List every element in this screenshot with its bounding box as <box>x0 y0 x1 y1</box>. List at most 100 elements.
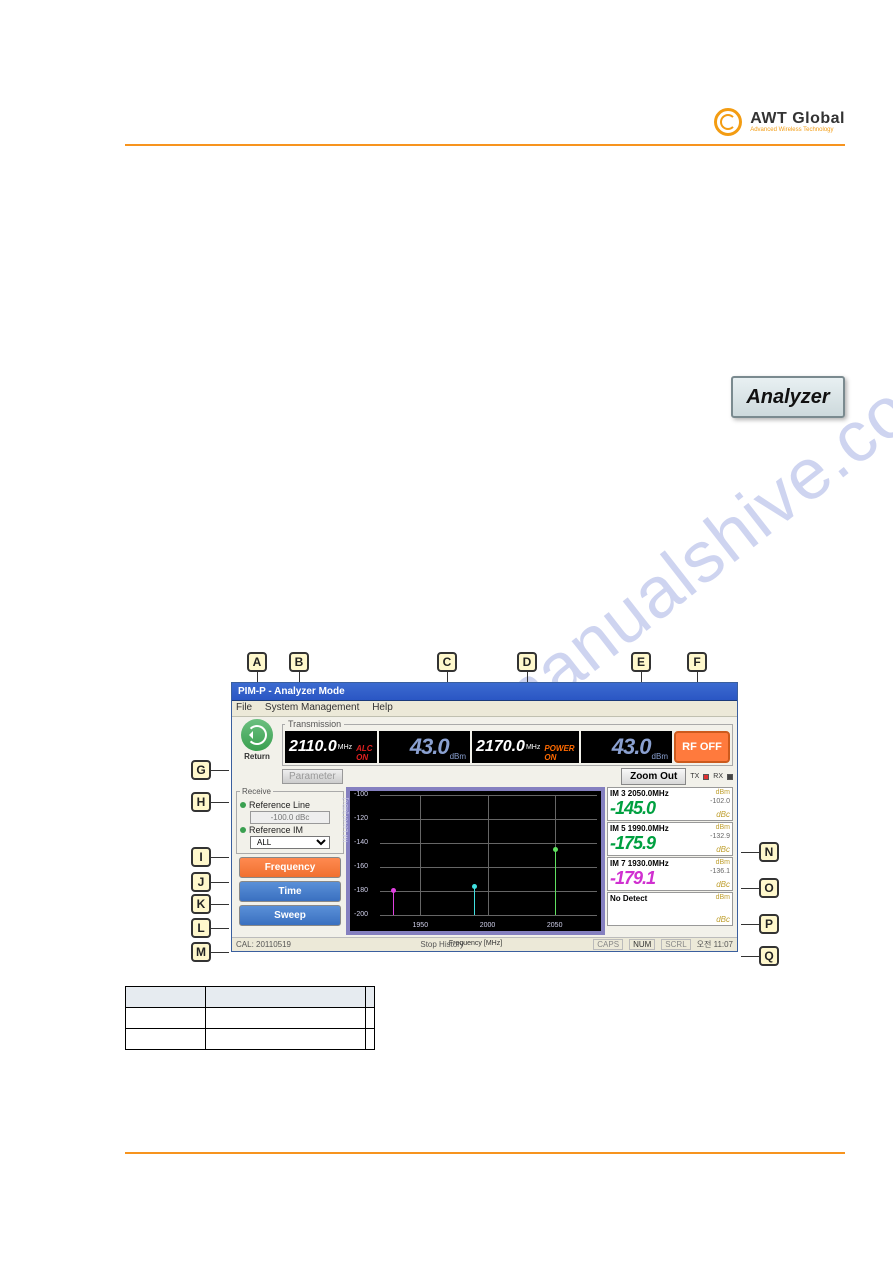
readout-box: IM 7 1930.0MHz-179.1dBm-136.1dBc <box>607 857 733 891</box>
tx1-display: 2110.0 MHz ALC ON <box>285 731 377 763</box>
window-titlebar: PIM-P - Analyzer Mode <box>232 683 737 701</box>
rf-off-button[interactable]: RF OFF <box>674 731 730 763</box>
tx2-freq: 2170.0 <box>476 738 525 756</box>
dbm1-value: 43.0 <box>410 734 449 760</box>
dbm2-unit: dBm <box>652 752 668 763</box>
reference-im-toggle[interactable]: Reference IM <box>240 825 340 835</box>
callout-F: F <box>687 652 707 672</box>
ytick-label: -200 <box>354 911 368 918</box>
callout-E: E <box>631 652 651 672</box>
readout-dbm-unit: dBm <box>716 824 730 831</box>
reference-line-label: Reference Line <box>249 800 310 810</box>
ytick-label: -100 <box>354 791 368 798</box>
callout-G: G <box>191 760 211 780</box>
callout-L: L <box>191 918 211 938</box>
status-scrl: SCRL <box>661 939 690 950</box>
menubar[interactable]: File System Management Help <box>232 701 737 717</box>
callout-O: O <box>759 878 779 898</box>
rf-off-label: RF OFF <box>682 741 722 753</box>
dbm2-display: 43.0 dBm <box>581 731 672 763</box>
return-label: Return <box>236 752 278 761</box>
figure-area: ABCDEF PIM-P - Analyzer Mode File System… <box>181 652 791 952</box>
callout-J: J <box>191 872 211 892</box>
frequency-mode-button[interactable]: Frequency <box>239 857 342 878</box>
callout-D: D <box>517 652 537 672</box>
chart-stem <box>555 849 556 915</box>
readouts-column: IM 3 2050.0MHz-145.0dBm-102.0dBcIM 5 199… <box>607 787 733 935</box>
analyzer-button-label: Analyzer <box>746 386 829 409</box>
chart-stem <box>474 886 475 915</box>
reference-line-value[interactable] <box>250 811 330 824</box>
readout-header: IM 5 1990.0MHz <box>610 824 730 833</box>
status-num: NUM <box>629 939 655 950</box>
footer-rule <box>125 1152 845 1154</box>
tx2-unit: MHz <box>526 744 540 751</box>
readout-dbm-unit: dBm <box>716 789 730 796</box>
reference-im-select[interactable]: ALL <box>250 836 330 849</box>
dbm2-value: 43.0 <box>612 734 651 760</box>
frequency-mode-label: Frequency <box>265 862 316 873</box>
callout-M: M <box>191 942 211 962</box>
header-rule <box>125 144 845 146</box>
dot-icon <box>240 802 246 808</box>
status-cal: CAL: 20110519 <box>236 940 291 949</box>
time-mode-button[interactable]: Time <box>239 881 342 902</box>
sweep-mode-button[interactable]: Sweep <box>239 905 342 926</box>
dbm1-unit: dBm <box>450 752 466 763</box>
chart-panel: -100-120-140-160-180-200195020002050IM L… <box>346 787 605 935</box>
return-button[interactable]: Return <box>236 719 278 761</box>
parameter-label: Parameter <box>289 771 336 782</box>
brand-header: AWT Global Advanced Wireless Technology <box>714 108 845 136</box>
analyzer-button[interactable]: Analyzer <box>731 376 845 418</box>
callout-P: P <box>759 914 779 934</box>
readout-secondary: -136.1 <box>710 868 730 875</box>
callout-H: H <box>191 792 211 812</box>
table-row <box>126 1029 375 1050</box>
menu-system-management[interactable]: System Management <box>265 702 360 713</box>
readout-dbm-unit: dBm <box>716 859 730 866</box>
receive-legend: Receive <box>240 787 273 796</box>
chart-stem <box>393 890 394 915</box>
menu-file[interactable]: File <box>236 702 252 713</box>
app-window: PIM-P - Analyzer Mode File System Manage… <box>231 682 738 952</box>
tx1-freq: 2110.0 <box>289 738 337 756</box>
table-header <box>206 987 366 1008</box>
brand-tagline: Advanced Wireless Technology <box>750 127 845 133</box>
xtick-label: 2050 <box>547 922 563 929</box>
tx2-display: 2170.0 MHz POWER ON <box>472 731 579 763</box>
x-axis-label: Frequency [MHz] <box>449 940 502 947</box>
zoom-out-button[interactable]: Zoom Out <box>621 768 686 785</box>
tx1-unit: MHz <box>338 744 352 751</box>
dbm1-display: 43.0 dBm <box>379 731 470 763</box>
readout-box: IM 5 1990.0MHz-175.9dBm-132.9dBc <box>607 822 733 856</box>
callout-K: K <box>191 894 211 914</box>
brand-logo-icon <box>714 108 742 136</box>
callout-A: A <box>247 652 267 672</box>
menu-help[interactable]: Help <box>372 702 393 713</box>
rx-label: RX <box>713 773 723 780</box>
tx1-status: ALC ON <box>356 744 372 762</box>
im-level-chart[interactable]: -100-120-140-160-180-200195020002050IM L… <box>350 791 601 931</box>
zoom-out-label: Zoom Out <box>630 771 677 782</box>
window-title: PIM-P - Analyzer Mode <box>238 686 345 697</box>
chart-marker <box>472 884 477 889</box>
callout-C: C <box>437 652 457 672</box>
readout-dbc-unit: dBc <box>716 880 730 889</box>
readout-secondary: -102.0 <box>710 798 730 805</box>
callout-Q: Q <box>759 946 779 966</box>
transmission-section: Return Transmission 2110.0 MHz ALC ON 43… <box>232 717 737 785</box>
return-icon <box>241 719 273 751</box>
xtick-label: 2000 <box>480 922 496 929</box>
chart-marker <box>391 888 396 893</box>
parameter-button[interactable]: Parameter <box>282 769 343 784</box>
xtick-label: 1950 <box>413 922 429 929</box>
readout-dbc-unit: dBc <box>716 810 730 819</box>
description-table <box>125 986 375 1050</box>
readout-header: No Detect <box>610 894 730 903</box>
tx2-status: POWER ON <box>544 744 574 762</box>
ytick-label: -160 <box>354 863 368 870</box>
reference-line-toggle[interactable]: Reference Line <box>240 800 340 810</box>
readout-box: IM 3 2050.0MHz-145.0dBm-102.0dBc <box>607 787 733 821</box>
table-header <box>366 987 375 1008</box>
ytick-label: -140 <box>354 839 368 846</box>
